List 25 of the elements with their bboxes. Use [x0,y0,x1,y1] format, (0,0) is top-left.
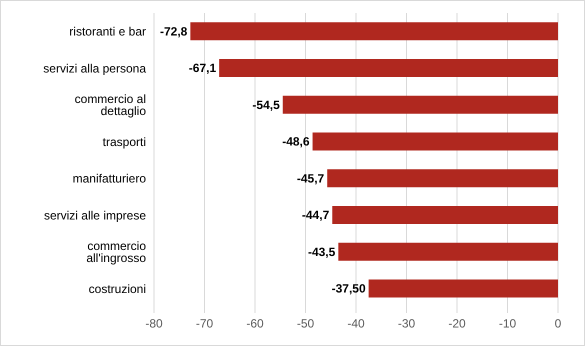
data-label: -43,5 [308,244,336,259]
y-tick-label: commercio all'ingrosso [86,239,146,266]
data-label: -44,7 [302,208,330,222]
y-tick-label: servizi alla persona [43,61,146,76]
y-tick-label: commercio al dettaglio [74,92,146,118]
x-tick-label: -70 [196,316,214,331]
data-label: -45,7 [296,171,325,186]
y-tick-label: manifatturiero [72,172,146,186]
x-tick-label: -20 [448,316,466,331]
data-label: -37,50 [332,282,366,296]
y-tick-label: costruzioni [88,282,146,296]
x-tick-label: -40 [347,316,365,331]
y-tick-label: ristoranti e bar [69,24,146,39]
y-tick-label: servizi alle imprese [44,208,146,222]
x-tick-label: -60 [246,316,264,331]
data-label: -67,1 [188,61,216,76]
x-tick-label: -10 [498,316,516,331]
x-tick-label: -80 [145,316,163,331]
data-label: -48,6 [282,134,310,149]
data-label: -54,5 [252,98,280,112]
x-tick-label: 0 [554,316,562,331]
x-tick-label: -30 [398,316,416,331]
data-label: -72,8 [160,24,188,38]
x-tick-label: -50 [296,316,314,331]
y-tick-label: trasporti [102,134,146,149]
